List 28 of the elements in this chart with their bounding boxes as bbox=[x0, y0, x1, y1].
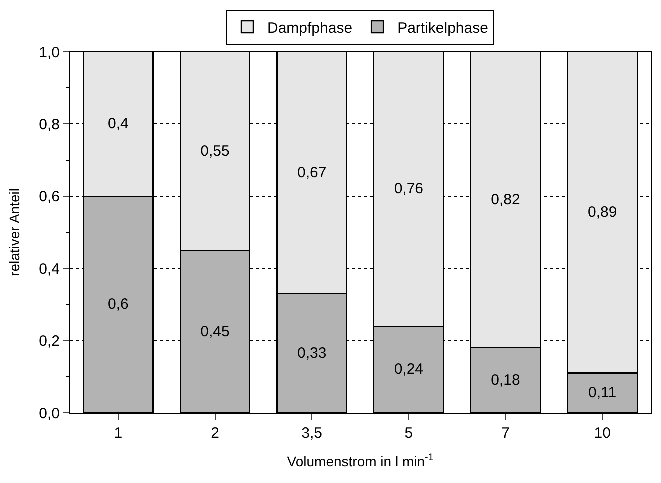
x-tick-label: 2 bbox=[211, 425, 220, 442]
y-tick-label: 0,6 bbox=[39, 188, 60, 206]
data-label: 0,89 bbox=[588, 204, 618, 222]
data-label: 0,67 bbox=[297, 164, 327, 182]
x-tick-label: 1 bbox=[114, 425, 123, 442]
data-label: 0,6 bbox=[108, 296, 129, 314]
legend-label: Dampfphase bbox=[268, 20, 353, 37]
data-label: 0,82 bbox=[491, 192, 520, 209]
data-label: 0,33 bbox=[297, 344, 327, 362]
data-label: 0,24 bbox=[394, 361, 424, 378]
x-tick-label: 10 bbox=[594, 425, 611, 442]
y-tick-label: 0,4 bbox=[39, 260, 60, 278]
y-tick-label: 1,0 bbox=[39, 44, 60, 62]
x-tick-label: 5 bbox=[404, 425, 414, 442]
y-tick-label: 0,8 bbox=[39, 116, 60, 134]
data-label: 0,76 bbox=[394, 180, 424, 198]
y-tick-label: 0,0 bbox=[39, 405, 60, 422]
x-axis-title: Volumenstrom in l min$^{-1}$ bbox=[287, 452, 434, 470]
data-label: 0,18 bbox=[491, 372, 520, 390]
data-label: 0,11 bbox=[588, 384, 617, 402]
data-label: 0,4 bbox=[108, 116, 129, 133]
data-label: 0,55 bbox=[200, 142, 230, 160]
y-tick-label: 0,2 bbox=[39, 333, 60, 350]
x-tick-label: 7 bbox=[502, 425, 510, 442]
y-axis-title: relativer Anteil bbox=[6, 188, 23, 276]
x-tick-label: 3,5 bbox=[302, 425, 323, 442]
data-label: 0,45 bbox=[200, 323, 230, 340]
legend-label: Partikelphase bbox=[398, 20, 488, 37]
